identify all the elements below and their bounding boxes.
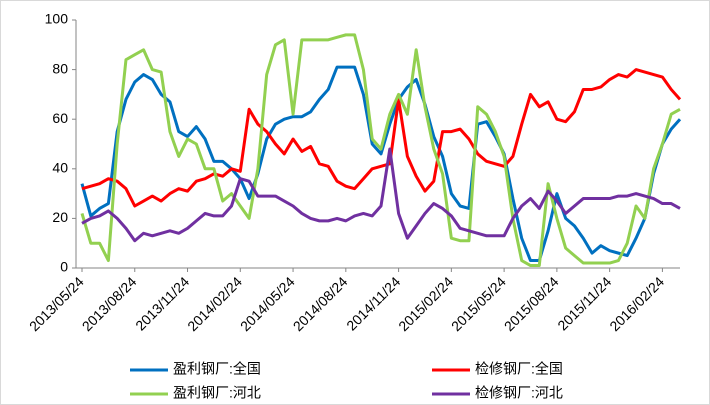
y-tick-label: 60 [52,110,68,126]
y-tick-label: 0 [60,259,68,275]
legend-label: 检修钢厂:河北 [475,385,563,401]
legend-label: 盈利钢厂:河北 [173,385,261,401]
legend-label: 盈利钢厂:全国 [173,361,261,377]
y-tick-label: 100 [45,11,69,27]
y-tick-label: 80 [52,60,68,76]
series-line [81,68,682,208]
y-tick-label: 20 [52,209,68,225]
y-tick-label: 40 [52,160,68,176]
series-line [81,147,681,243]
series-line [80,65,682,263]
legend-label: 检修钢厂:全国 [475,361,563,377]
series-line [80,33,681,268]
